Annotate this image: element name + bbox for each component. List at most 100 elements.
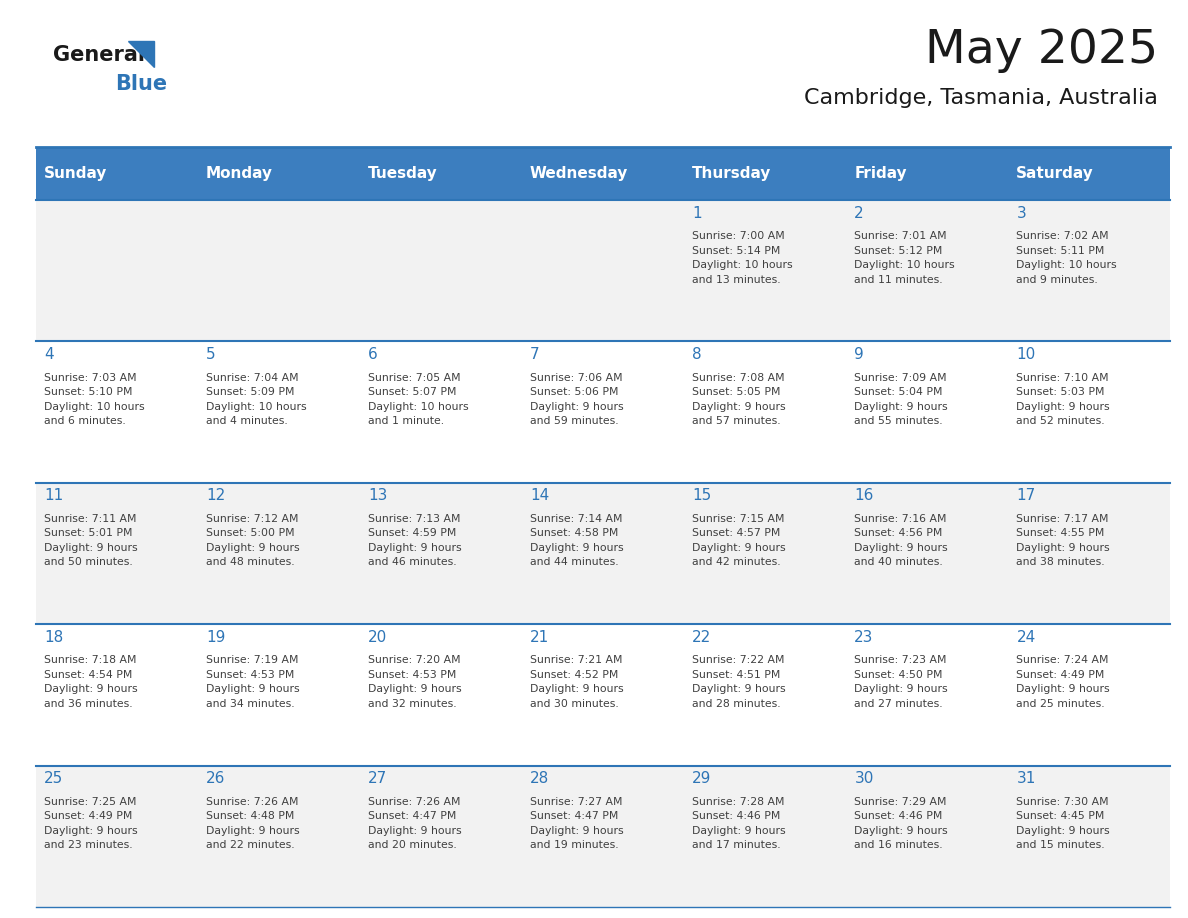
Text: Sunrise: 7:05 AM
Sunset: 5:07 PM
Daylight: 10 hours
and 1 minute.: Sunrise: 7:05 AM Sunset: 5:07 PM Dayligh… xyxy=(368,373,469,426)
Bar xyxy=(522,624,684,766)
Text: Sunrise: 7:25 AM
Sunset: 4:49 PM
Daylight: 9 hours
and 23 minutes.: Sunrise: 7:25 AM Sunset: 4:49 PM Dayligh… xyxy=(44,797,138,850)
Bar xyxy=(684,341,846,483)
Text: Sunrise: 7:09 AM
Sunset: 5:04 PM
Daylight: 9 hours
and 55 minutes.: Sunrise: 7:09 AM Sunset: 5:04 PM Dayligh… xyxy=(854,373,948,426)
Bar xyxy=(36,483,197,624)
Text: Sunrise: 7:14 AM
Sunset: 4:58 PM
Daylight: 9 hours
and 44 minutes.: Sunrise: 7:14 AM Sunset: 4:58 PM Dayligh… xyxy=(530,514,624,567)
Text: 6: 6 xyxy=(368,347,378,362)
Text: Friday: Friday xyxy=(854,166,906,181)
Text: Blue: Blue xyxy=(115,74,168,95)
Bar xyxy=(846,483,1009,624)
Text: 31: 31 xyxy=(1017,771,1036,786)
Bar xyxy=(360,200,522,341)
Text: 3: 3 xyxy=(1017,206,1026,220)
Bar xyxy=(36,341,197,483)
Text: Sunrise: 7:23 AM
Sunset: 4:50 PM
Daylight: 9 hours
and 27 minutes.: Sunrise: 7:23 AM Sunset: 4:50 PM Dayligh… xyxy=(854,655,948,709)
Text: Sunrise: 7:20 AM
Sunset: 4:53 PM
Daylight: 9 hours
and 32 minutes.: Sunrise: 7:20 AM Sunset: 4:53 PM Dayligh… xyxy=(368,655,462,709)
Text: 1: 1 xyxy=(693,206,702,220)
Text: 29: 29 xyxy=(693,771,712,786)
Bar xyxy=(522,483,684,624)
Bar xyxy=(846,200,1009,341)
Bar xyxy=(684,147,846,200)
Bar xyxy=(36,200,197,341)
Text: Sunrise: 7:03 AM
Sunset: 5:10 PM
Daylight: 10 hours
and 6 minutes.: Sunrise: 7:03 AM Sunset: 5:10 PM Dayligh… xyxy=(44,373,145,426)
Text: Sunrise: 7:30 AM
Sunset: 4:45 PM
Daylight: 9 hours
and 15 minutes.: Sunrise: 7:30 AM Sunset: 4:45 PM Dayligh… xyxy=(1017,797,1110,850)
Text: 30: 30 xyxy=(854,771,873,786)
Bar xyxy=(684,766,846,907)
Text: Sunday: Sunday xyxy=(44,166,107,181)
Bar xyxy=(846,624,1009,766)
Bar xyxy=(1009,766,1170,907)
Bar xyxy=(522,341,684,483)
Text: 8: 8 xyxy=(693,347,702,362)
Text: 5: 5 xyxy=(206,347,216,362)
Bar xyxy=(522,147,684,200)
Text: Sunrise: 7:04 AM
Sunset: 5:09 PM
Daylight: 10 hours
and 4 minutes.: Sunrise: 7:04 AM Sunset: 5:09 PM Dayligh… xyxy=(206,373,307,426)
Text: Saturday: Saturday xyxy=(1016,166,1094,181)
Bar xyxy=(846,766,1009,907)
Bar xyxy=(1009,341,1170,483)
Text: Sunrise: 7:01 AM
Sunset: 5:12 PM
Daylight: 10 hours
and 11 minutes.: Sunrise: 7:01 AM Sunset: 5:12 PM Dayligh… xyxy=(854,231,955,285)
Text: 2: 2 xyxy=(854,206,864,220)
Text: 16: 16 xyxy=(854,488,873,503)
Text: Sunrise: 7:12 AM
Sunset: 5:00 PM
Daylight: 9 hours
and 48 minutes.: Sunrise: 7:12 AM Sunset: 5:00 PM Dayligh… xyxy=(206,514,299,567)
Text: 10: 10 xyxy=(1017,347,1036,362)
Text: Sunrise: 7:29 AM
Sunset: 4:46 PM
Daylight: 9 hours
and 16 minutes.: Sunrise: 7:29 AM Sunset: 4:46 PM Dayligh… xyxy=(854,797,948,850)
Bar xyxy=(197,147,360,200)
Text: Sunrise: 7:02 AM
Sunset: 5:11 PM
Daylight: 10 hours
and 9 minutes.: Sunrise: 7:02 AM Sunset: 5:11 PM Dayligh… xyxy=(1017,231,1117,285)
Text: Sunrise: 7:10 AM
Sunset: 5:03 PM
Daylight: 9 hours
and 52 minutes.: Sunrise: 7:10 AM Sunset: 5:03 PM Dayligh… xyxy=(1017,373,1110,426)
Text: 24: 24 xyxy=(1017,630,1036,644)
Text: Sunrise: 7:26 AM
Sunset: 4:48 PM
Daylight: 9 hours
and 22 minutes.: Sunrise: 7:26 AM Sunset: 4:48 PM Dayligh… xyxy=(206,797,299,850)
Text: 14: 14 xyxy=(530,488,549,503)
Text: May 2025: May 2025 xyxy=(925,28,1158,73)
Bar xyxy=(197,341,360,483)
Text: Sunrise: 7:22 AM
Sunset: 4:51 PM
Daylight: 9 hours
and 28 minutes.: Sunrise: 7:22 AM Sunset: 4:51 PM Dayligh… xyxy=(693,655,786,709)
Bar xyxy=(360,624,522,766)
Text: Wednesday: Wednesday xyxy=(530,166,628,181)
Bar xyxy=(684,483,846,624)
Bar xyxy=(1009,147,1170,200)
Text: 4: 4 xyxy=(44,347,53,362)
Text: Sunrise: 7:24 AM
Sunset: 4:49 PM
Daylight: 9 hours
and 25 minutes.: Sunrise: 7:24 AM Sunset: 4:49 PM Dayligh… xyxy=(1017,655,1110,709)
Bar xyxy=(1009,200,1170,341)
Text: Cambridge, Tasmania, Australia: Cambridge, Tasmania, Australia xyxy=(804,88,1158,108)
Bar xyxy=(684,624,846,766)
Text: 23: 23 xyxy=(854,630,873,644)
Text: 20: 20 xyxy=(368,630,387,644)
Text: 25: 25 xyxy=(44,771,63,786)
Bar xyxy=(197,200,360,341)
Bar xyxy=(684,200,846,341)
Bar xyxy=(197,483,360,624)
Text: Sunrise: 7:16 AM
Sunset: 4:56 PM
Daylight: 9 hours
and 40 minutes.: Sunrise: 7:16 AM Sunset: 4:56 PM Dayligh… xyxy=(854,514,948,567)
Bar xyxy=(522,200,684,341)
Text: Sunrise: 7:13 AM
Sunset: 4:59 PM
Daylight: 9 hours
and 46 minutes.: Sunrise: 7:13 AM Sunset: 4:59 PM Dayligh… xyxy=(368,514,462,567)
Text: 11: 11 xyxy=(44,488,63,503)
Text: Sunrise: 7:15 AM
Sunset: 4:57 PM
Daylight: 9 hours
and 42 minutes.: Sunrise: 7:15 AM Sunset: 4:57 PM Dayligh… xyxy=(693,514,786,567)
Bar xyxy=(360,341,522,483)
Text: Sunrise: 7:17 AM
Sunset: 4:55 PM
Daylight: 9 hours
and 38 minutes.: Sunrise: 7:17 AM Sunset: 4:55 PM Dayligh… xyxy=(1017,514,1110,567)
Text: 22: 22 xyxy=(693,630,712,644)
Text: 7: 7 xyxy=(530,347,539,362)
Polygon shape xyxy=(128,41,154,67)
Text: 26: 26 xyxy=(206,771,226,786)
Text: Tuesday: Tuesday xyxy=(368,166,437,181)
Bar xyxy=(846,341,1009,483)
Text: 27: 27 xyxy=(368,771,387,786)
Text: Sunrise: 7:06 AM
Sunset: 5:06 PM
Daylight: 9 hours
and 59 minutes.: Sunrise: 7:06 AM Sunset: 5:06 PM Dayligh… xyxy=(530,373,624,426)
Text: 15: 15 xyxy=(693,488,712,503)
Bar xyxy=(197,624,360,766)
Text: General: General xyxy=(53,45,145,65)
Text: 18: 18 xyxy=(44,630,63,644)
Text: Sunrise: 7:21 AM
Sunset: 4:52 PM
Daylight: 9 hours
and 30 minutes.: Sunrise: 7:21 AM Sunset: 4:52 PM Dayligh… xyxy=(530,655,624,709)
Text: 21: 21 xyxy=(530,630,549,644)
Text: 9: 9 xyxy=(854,347,864,362)
Bar xyxy=(36,766,197,907)
Bar xyxy=(36,624,197,766)
Text: Monday: Monday xyxy=(206,166,273,181)
Bar xyxy=(36,147,197,200)
Text: 28: 28 xyxy=(530,771,549,786)
Bar xyxy=(360,147,522,200)
Bar xyxy=(1009,624,1170,766)
Text: 13: 13 xyxy=(368,488,387,503)
Text: 17: 17 xyxy=(1017,488,1036,503)
Text: Thursday: Thursday xyxy=(693,166,771,181)
